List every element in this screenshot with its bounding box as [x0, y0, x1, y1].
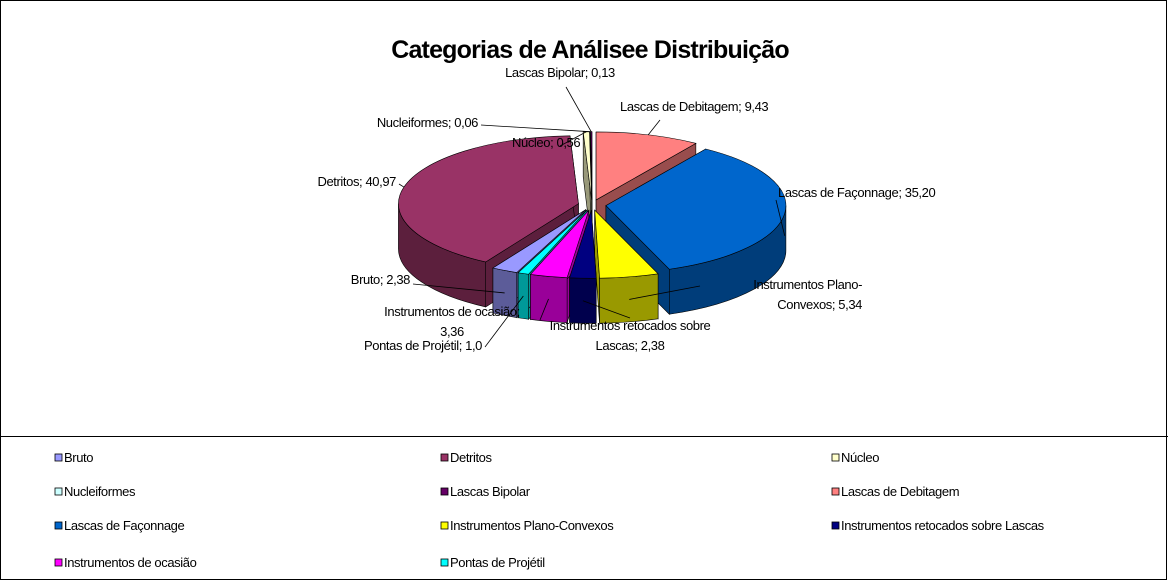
leader-line	[629, 285, 701, 300]
data-label: Lascas de Debitagem; 9,43	[620, 99, 768, 114]
data-label-line: Convexos; 5,34	[777, 297, 862, 312]
legend-label: Lascas de Façonnage	[64, 518, 184, 533]
data-label: Lascas de Façonnage; 35,20	[778, 185, 935, 200]
leader-line	[539, 298, 549, 321]
data-label: Nucleiformes; 0,06	[377, 115, 478, 130]
legend-swatch	[54, 487, 63, 496]
legend-swatch	[54, 521, 63, 530]
leader-line	[775, 199, 786, 236]
legend-label: Núcleo	[841, 450, 879, 465]
legend-swatch	[54, 558, 63, 567]
data-label: Lascas Bipolar; 0,13	[505, 65, 615, 80]
legend-label: Lascas de Debitagem	[841, 484, 959, 499]
legend-swatch	[831, 521, 840, 530]
leader-line	[559, 131, 587, 147]
legend-label: Nucleiformes	[64, 484, 136, 499]
data-label-line: Lascas Bipolar; 0,13	[505, 65, 615, 80]
data-label-line: Nucleiformes; 0,06	[377, 115, 478, 130]
legend-label: Instrumentos Plano-Convexos	[450, 518, 614, 533]
legend-swatch	[440, 558, 449, 567]
data-label: Instrumentos Plano- Convexos; 5,34	[753, 277, 862, 312]
data-label-line: Núcleo; 0,56	[512, 135, 580, 150]
data-label-line: Detritos; 40,97	[317, 174, 396, 189]
leader-line	[480, 124, 591, 133]
data-label-line: Bruto; 2,38	[351, 272, 410, 287]
legend-swatch	[440, 521, 449, 530]
legend-label: Bruto	[64, 450, 93, 465]
slice	[529, 209, 590, 278]
legend-label: Instrumentos de ocasião	[64, 555, 197, 570]
legend-label: Pontas de Projétil	[450, 555, 545, 570]
slice	[492, 209, 586, 273]
data-label-line: Lascas de Debitagem; 9,43	[620, 99, 768, 114]
data-label-line: Instrumentos retocados sobre	[550, 318, 711, 333]
slice-wall	[599, 273, 659, 324]
slice	[605, 148, 787, 270]
data-label: Pontas de Projétil; 1,0	[364, 338, 482, 353]
data-label-line: Instrumentos Plano-	[753, 277, 862, 292]
data-label: Instrumentos de ocasião; 3,36	[384, 304, 520, 339]
leader-line	[484, 295, 524, 348]
data-label-line: Pontas de Projétil; 1,0	[364, 338, 482, 353]
leader-line	[582, 300, 631, 319]
legend-label: Lascas Bipolar	[450, 484, 531, 499]
data-label-line: Lascas de Façonnage; 35,20	[778, 185, 935, 200]
data-label-line: Instrumentos de ocasião;	[384, 304, 520, 319]
legend-swatch	[440, 487, 449, 496]
data-label: Núcleo; 0,56	[512, 135, 580, 150]
pie	[398, 131, 787, 324]
leader-line	[412, 283, 505, 294]
slice	[595, 131, 697, 201]
leader-line	[398, 183, 405, 188]
legend-swatch	[54, 453, 63, 462]
slice-wall	[569, 277, 597, 324]
legend-label: Instrumentos retocados sobre Lascas	[841, 518, 1045, 533]
data-label: Bruto; 2,38	[351, 272, 410, 287]
legend-label: Detritos	[450, 450, 492, 465]
data-labels: Lascas de Debitagem; 9,43 Lascas de Façon…	[317, 65, 935, 353]
leader-line	[565, 86, 592, 132]
chart-title: Categorias de Análisee Distribuição	[391, 36, 789, 64]
data-label-line: 3,36	[440, 324, 464, 339]
leader-line	[647, 119, 661, 136]
data-label: Detritos; 40,97	[317, 174, 396, 189]
slice	[594, 209, 659, 279]
legend: Bruto Detritos Núcleo Nucleiformes Lascas Bi…	[54, 450, 1045, 570]
data-label-line: Lascas; 2,38	[596, 338, 665, 353]
legend-swatch	[831, 487, 840, 496]
slice	[398, 135, 579, 263]
slice	[517, 209, 588, 275]
slice-wall	[530, 274, 568, 323]
slice	[569, 210, 597, 279]
legend-swatch	[831, 453, 840, 462]
data-label: Instrumentos retocados sobre Lascas; 2,38	[550, 318, 711, 353]
legend-swatch	[440, 453, 449, 462]
